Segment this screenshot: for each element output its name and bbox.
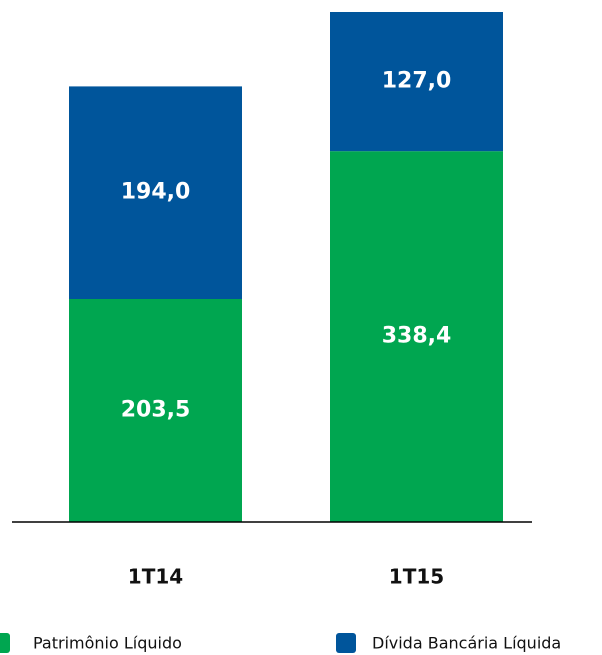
value-label: 194,0 [121, 180, 191, 205]
x-tick-label: 1T14 [128, 565, 183, 589]
bar-segment [69, 298, 242, 522]
legend-label: Patrimônio Líquido [33, 634, 182, 653]
value-label: 338,4 [382, 324, 452, 349]
bar-segment [330, 12, 503, 152]
bar-segment [69, 86, 242, 299]
value-label: 127,0 [382, 69, 452, 94]
legend-label: Dívida Bancária Líquida [372, 634, 561, 653]
x-tick-label: 1T15 [389, 565, 444, 589]
value-label: 203,5 [121, 397, 191, 422]
legend-swatch [336, 633, 356, 653]
bar-segment [330, 151, 503, 523]
legend-swatch [0, 633, 10, 653]
